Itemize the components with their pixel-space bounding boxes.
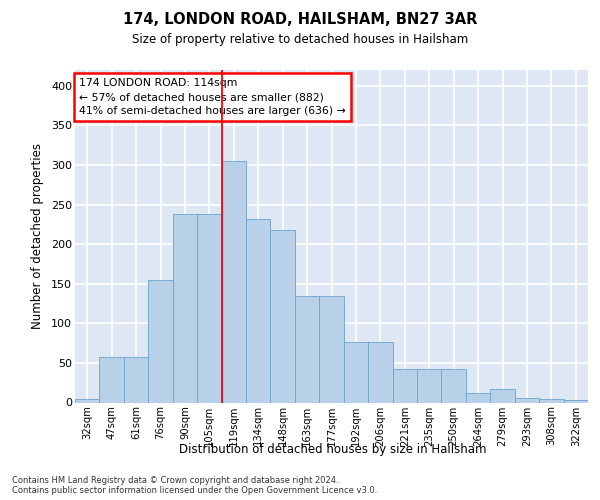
Bar [197,214,221,402]
Bar [466,393,490,402]
Bar [490,389,515,402]
Bar [563,400,588,402]
Bar [368,342,392,402]
Text: Distribution of detached houses by size in Hailsham: Distribution of detached houses by size … [179,442,487,456]
Bar [100,358,124,403]
Text: 174 LONDON ROAD: 114sqm
← 57% of detached houses are smaller (882)
41% of semi-d: 174 LONDON ROAD: 114sqm ← 57% of detache… [79,78,346,116]
Bar [246,219,271,402]
Text: Contains HM Land Registry data © Crown copyright and database right 2024.
Contai: Contains HM Land Registry data © Crown c… [12,476,377,496]
Bar [319,296,344,403]
Bar [417,369,442,402]
Bar [344,342,368,402]
Bar [539,400,563,402]
Bar [124,358,148,403]
Text: 174, LONDON ROAD, HAILSHAM, BN27 3AR: 174, LONDON ROAD, HAILSHAM, BN27 3AR [123,12,477,28]
Bar [442,369,466,402]
Bar [221,161,246,402]
Bar [271,230,295,402]
Bar [75,400,100,402]
Bar [148,280,173,402]
Text: Size of property relative to detached houses in Hailsham: Size of property relative to detached ho… [132,32,468,46]
Bar [295,296,319,403]
Bar [173,214,197,402]
Bar [392,369,417,402]
Y-axis label: Number of detached properties: Number of detached properties [31,143,44,329]
Bar [515,398,539,402]
